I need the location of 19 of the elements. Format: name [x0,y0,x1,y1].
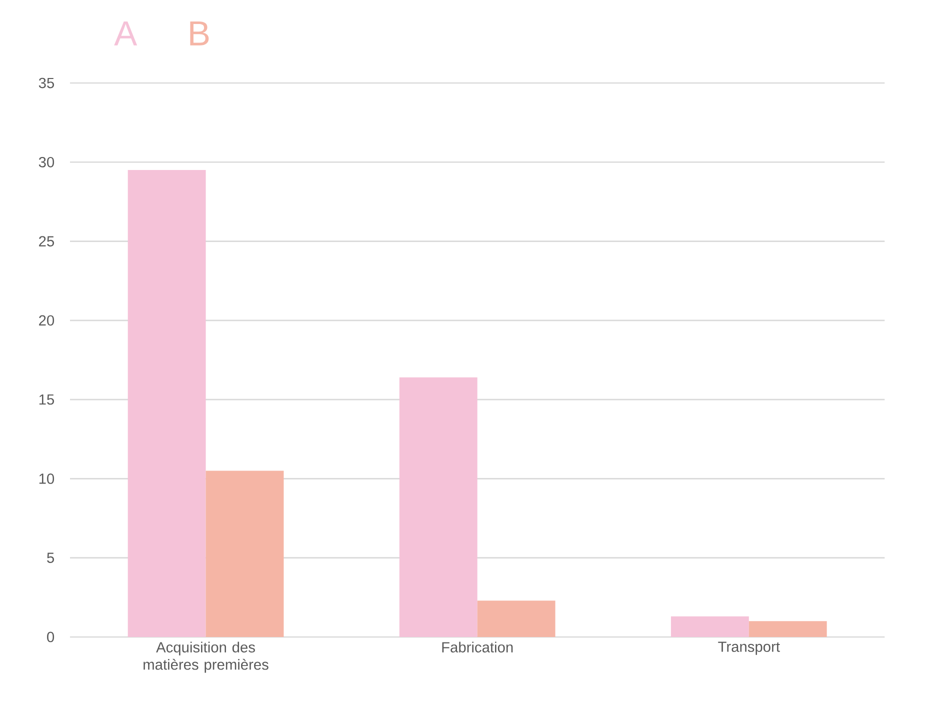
y-tick-label: 5 [47,552,54,563]
y-tick-label: 35 [38,78,54,88]
text: B [190,21,209,46]
y-tick-label: 30 [38,156,54,168]
bar [748,621,827,637]
x-tick-label: Fabrication [442,642,513,652]
bar [128,170,206,637]
bar [670,616,749,637]
bar [477,600,556,637]
text: A [114,21,138,46]
x-tick-label: Transport [718,642,780,655]
y-tick-label: 10 [39,474,54,484]
bar [399,377,478,637]
y-tick-label: 0 [47,632,54,642]
y-tick-label: 15 [39,394,54,405]
y-tick-label: 25 [39,236,54,246]
x-tick-label: Acquisition des matières premières [144,642,268,673]
bar [206,470,284,637]
y-tick-label: 20 [39,315,54,326]
